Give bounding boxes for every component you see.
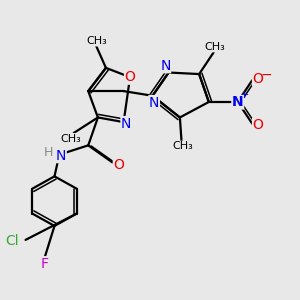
Text: O: O — [113, 158, 124, 172]
Text: F: F — [41, 257, 49, 271]
Text: −: − — [261, 68, 272, 82]
Text: +: + — [239, 90, 249, 100]
Text: CH₃: CH₃ — [205, 42, 226, 52]
Text: Cl: Cl — [5, 233, 19, 248]
Text: N: N — [160, 59, 171, 73]
Text: N: N — [56, 148, 66, 163]
Text: O: O — [253, 72, 263, 86]
Text: CH₃: CH₃ — [173, 141, 194, 151]
Text: N: N — [149, 96, 159, 110]
Text: O: O — [253, 118, 263, 132]
Text: O: O — [124, 70, 136, 84]
Text: CH₃: CH₃ — [86, 36, 107, 46]
Text: H: H — [44, 146, 53, 159]
Text: N: N — [232, 95, 244, 109]
Text: CH₃: CH₃ — [60, 134, 81, 143]
Text: N: N — [121, 117, 131, 131]
